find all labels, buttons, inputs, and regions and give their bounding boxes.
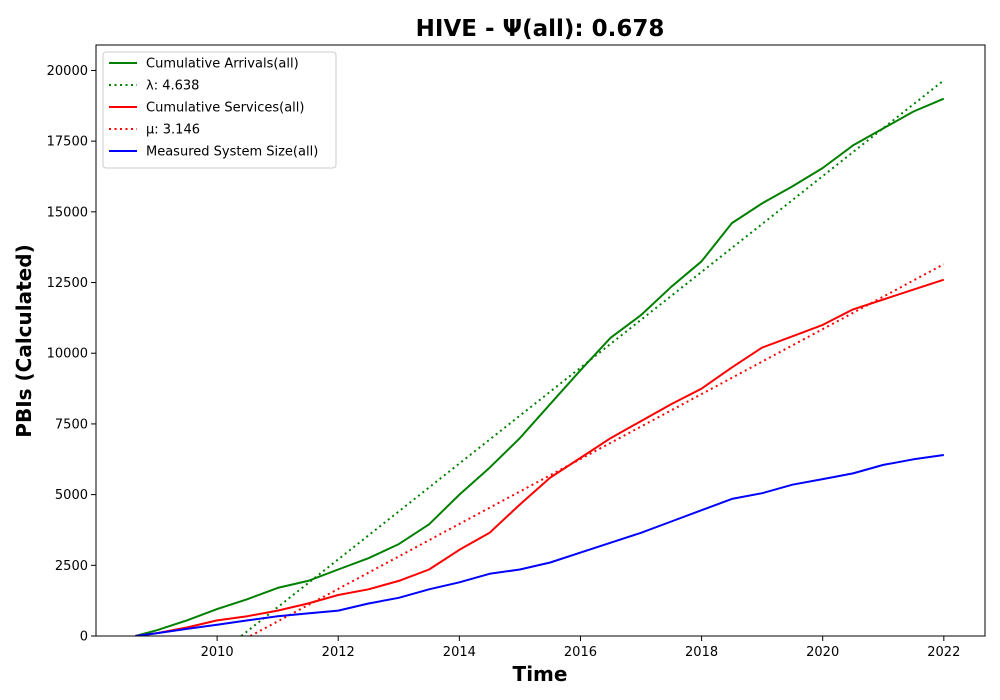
x-tick-label: 2010 <box>201 645 234 660</box>
series-line-3 <box>249 263 945 636</box>
legend-box <box>102 51 337 169</box>
y-tick-label: 7500 <box>55 417 88 432</box>
y-tick-label: 2500 <box>55 559 88 574</box>
series-line-4 <box>135 454 944 636</box>
y-tick-label: 5000 <box>55 488 88 503</box>
x-tick-label: 2020 <box>806 645 839 660</box>
chart-title: HIVE - Ψ(all): 0.678 <box>416 16 665 42</box>
legend-label: λ: 4.638 <box>146 79 199 94</box>
x-tick-label: 2022 <box>927 645 960 660</box>
legend-label: Cumulative Services(all) <box>146 101 304 116</box>
y-tick-label: 20000 <box>47 64 88 79</box>
y-tick-label: 17500 <box>47 135 88 150</box>
y-tick-label: 10000 <box>47 347 88 362</box>
x-tick-label: 2014 <box>443 645 476 660</box>
y-tick-label: 12500 <box>47 276 88 291</box>
plot-area <box>135 79 945 636</box>
x-tick-label: 2012 <box>322 645 355 660</box>
legend: Cumulative Arrivals(all) λ: 4.638 Cumulati… <box>102 51 337 169</box>
axes: 2010 2012 2014 2016 2018 2020 2022 0 2500 5000 750… <box>47 64 961 660</box>
series-line-2 <box>135 278 945 636</box>
y-axis-title: PBIs (Calculated) <box>12 244 36 437</box>
legend-label: μ: 3.146 <box>146 123 200 138</box>
y-tick-label: 15000 <box>47 205 88 220</box>
series-line-0 <box>135 97 945 636</box>
x-axis-title: Time <box>513 662 568 686</box>
series-line-1 <box>240 79 945 636</box>
y-tick-label: 0 <box>80 630 88 645</box>
legend-label: Measured System Size(all) <box>146 145 318 160</box>
x-tick-label: 2018 <box>685 645 718 660</box>
x-tick-label: 2016 <box>564 645 597 660</box>
legend-label: Cumulative Arrivals(all) <box>146 57 299 72</box>
plot-frame <box>95 44 986 637</box>
